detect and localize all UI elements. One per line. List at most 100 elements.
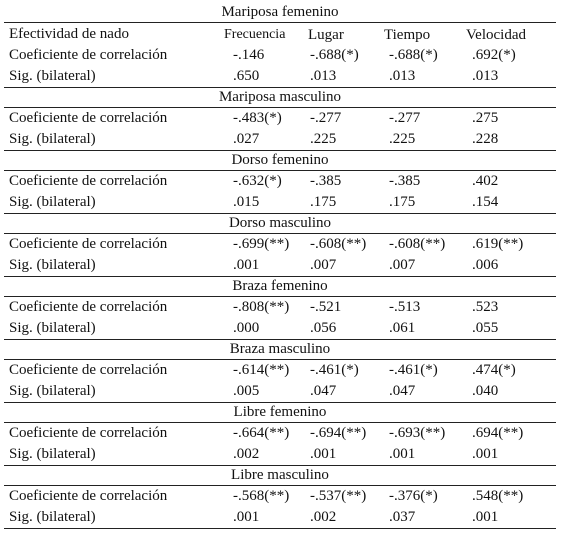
significance-cell: .175 bbox=[389, 194, 416, 210]
significance-cell: .225 bbox=[389, 131, 416, 147]
table-bottom-rule bbox=[4, 528, 556, 529]
significance-cell: .013 bbox=[472, 68, 499, 84]
section-title-mariposa-femenino: Mariposa femenino bbox=[4, 3, 556, 23]
correlation-cell: .474(*) bbox=[472, 362, 516, 378]
significance-cell: .056 bbox=[310, 320, 337, 336]
significance-row: Sig. (bilateral) .002 .001 .001 .001 bbox=[4, 444, 556, 465]
section-title-mariposa-masculino: Mariposa masculino bbox=[4, 87, 556, 108]
correlation-cell: -.461(*) bbox=[389, 362, 438, 378]
correlation-cell: -.568(**) bbox=[233, 488, 290, 504]
correlation-label: Coeficiente de correlación bbox=[9, 488, 168, 504]
significance-cell: .005 bbox=[233, 383, 260, 399]
significance-label: Sig. (bilateral) bbox=[9, 68, 96, 84]
significance-cell: .027 bbox=[233, 131, 260, 147]
significance-cell: .006 bbox=[472, 257, 499, 273]
correlation-row: Coeficiente de correlación -.614(**) -.4… bbox=[4, 360, 556, 381]
section-title-dorso-masculino: Dorso masculino bbox=[4, 213, 556, 234]
correlation-cell: -.461(*) bbox=[310, 362, 359, 378]
correlation-cell: -.385 bbox=[389, 173, 421, 189]
correlation-cell: -.699(**) bbox=[233, 236, 290, 252]
significance-cell: .061 bbox=[389, 320, 416, 336]
correlation-cell: -.614(**) bbox=[233, 362, 290, 378]
significance-row: Sig. (bilateral) .001 .007 .007 .006 bbox=[4, 255, 556, 276]
correlation-row: Coeficiente de correlación -.808(**) -.5… bbox=[4, 297, 556, 318]
column-header-lugar: Lugar bbox=[308, 27, 344, 43]
correlation-cell: -.483(*) bbox=[233, 110, 282, 126]
correlation-table: Mariposa femenino Efectividad de nado Fr… bbox=[4, 3, 556, 529]
significance-cell: .055 bbox=[472, 320, 499, 336]
significance-cell: .001 bbox=[389, 446, 416, 462]
significance-label: Sig. (bilateral) bbox=[9, 257, 96, 273]
correlation-cell: .402 bbox=[472, 173, 499, 189]
correlation-cell: -.521 bbox=[310, 299, 342, 315]
correlation-cell: -.694(**) bbox=[310, 425, 367, 441]
correlation-label: Coeficiente de correlación bbox=[9, 425, 168, 441]
significance-cell: .228 bbox=[472, 131, 499, 147]
correlation-cell: .275 bbox=[472, 110, 499, 126]
correlation-cell: -.513 bbox=[389, 299, 421, 315]
significance-row: Sig. (bilateral) .005 .047 .047 .040 bbox=[4, 381, 556, 402]
significance-cell: .013 bbox=[389, 68, 416, 84]
significance-cell: .013 bbox=[310, 68, 337, 84]
correlation-cell: -.688(*) bbox=[310, 47, 359, 63]
correlation-cell: .619(**) bbox=[472, 236, 524, 252]
significance-label: Sig. (bilateral) bbox=[9, 131, 96, 147]
significance-row: Sig. (bilateral) .650 .013 .013 .013 bbox=[4, 66, 556, 87]
correlation-cell: -.632(*) bbox=[233, 173, 282, 189]
significance-label: Sig. (bilateral) bbox=[9, 320, 96, 336]
significance-row: Sig. (bilateral) .027 .225 .225 .228 bbox=[4, 129, 556, 150]
correlation-cell: -.537(**) bbox=[310, 488, 367, 504]
section-title-braza-masculino: Braza masculino bbox=[4, 339, 556, 360]
significance-cell: .047 bbox=[389, 383, 416, 399]
correlation-cell: -.277 bbox=[389, 110, 421, 126]
correlation-row: Coeficiente de correlación -.568(**) -.5… bbox=[4, 486, 556, 507]
correlation-row: Coeficiente de correlación -.632(*) -.38… bbox=[4, 171, 556, 192]
section-title-braza-femenino: Braza femenino bbox=[4, 276, 556, 297]
significance-label: Sig. (bilateral) bbox=[9, 509, 96, 525]
correlation-row: Coeficiente de correlación -.699(**) -.6… bbox=[4, 234, 556, 255]
significance-cell: .007 bbox=[310, 257, 337, 273]
significance-cell: .001 bbox=[310, 446, 337, 462]
correlation-cell: .548(**) bbox=[472, 488, 524, 504]
correlation-cell: -.664(**) bbox=[233, 425, 290, 441]
significance-cell: .225 bbox=[310, 131, 337, 147]
section-title-libre-femenino: Libre femenino bbox=[4, 402, 556, 423]
section-title-libre-masculino: Libre masculino bbox=[4, 465, 556, 486]
significance-cell: .015 bbox=[233, 194, 260, 210]
correlation-label: Coeficiente de correlación bbox=[9, 47, 168, 63]
correlation-cell: .692(*) bbox=[472, 47, 516, 63]
correlation-cell: -.608(**) bbox=[389, 236, 446, 252]
correlation-row: Coeficiente de correlación -.483(*) -.27… bbox=[4, 108, 556, 129]
correlation-cell: .523 bbox=[472, 299, 499, 315]
correlation-cell: -.688(*) bbox=[389, 47, 438, 63]
correlation-label: Coeficiente de correlación bbox=[9, 299, 168, 315]
significance-cell: .001 bbox=[233, 509, 260, 525]
significance-label: Sig. (bilateral) bbox=[9, 383, 96, 399]
significance-cell: .154 bbox=[472, 194, 499, 210]
significance-cell: .047 bbox=[310, 383, 337, 399]
significance-cell: .007 bbox=[389, 257, 416, 273]
correlation-row: Coeficiente de correlación -.146 -.688(*… bbox=[4, 45, 556, 66]
significance-cell: .175 bbox=[310, 194, 337, 210]
correlation-cell: .694(**) bbox=[472, 425, 524, 441]
correlation-cell: -.376(*) bbox=[389, 488, 438, 504]
significance-row: Sig. (bilateral) .000 .056 .061 .055 bbox=[4, 318, 556, 339]
significance-cell: .002 bbox=[310, 509, 337, 525]
correlation-cell: -.693(**) bbox=[389, 425, 446, 441]
section-title-dorso-femenino: Dorso femenino bbox=[4, 150, 556, 171]
correlation-cell: -.808(**) bbox=[233, 299, 290, 315]
significance-cell: .002 bbox=[233, 446, 260, 462]
correlation-label: Coeficiente de correlación bbox=[9, 236, 168, 252]
significance-cell: .650 bbox=[233, 68, 260, 84]
significance-cell: .001 bbox=[472, 509, 499, 525]
column-header-row: Efectividad de nado Frecuencia Lugar Tie… bbox=[4, 23, 556, 45]
significance-cell: .001 bbox=[233, 257, 260, 273]
correlation-label: Coeficiente de correlación bbox=[9, 173, 168, 189]
correlation-cell: -.385 bbox=[310, 173, 342, 189]
correlation-cell: -.608(**) bbox=[310, 236, 367, 252]
significance-cell: .040 bbox=[472, 383, 499, 399]
significance-row: Sig. (bilateral) .015 .175 .175 .154 bbox=[4, 192, 556, 213]
column-header-velocidad: Velocidad bbox=[466, 27, 526, 43]
significance-cell: .000 bbox=[233, 320, 260, 336]
column-header-tiempo: Tiempo bbox=[384, 27, 431, 43]
